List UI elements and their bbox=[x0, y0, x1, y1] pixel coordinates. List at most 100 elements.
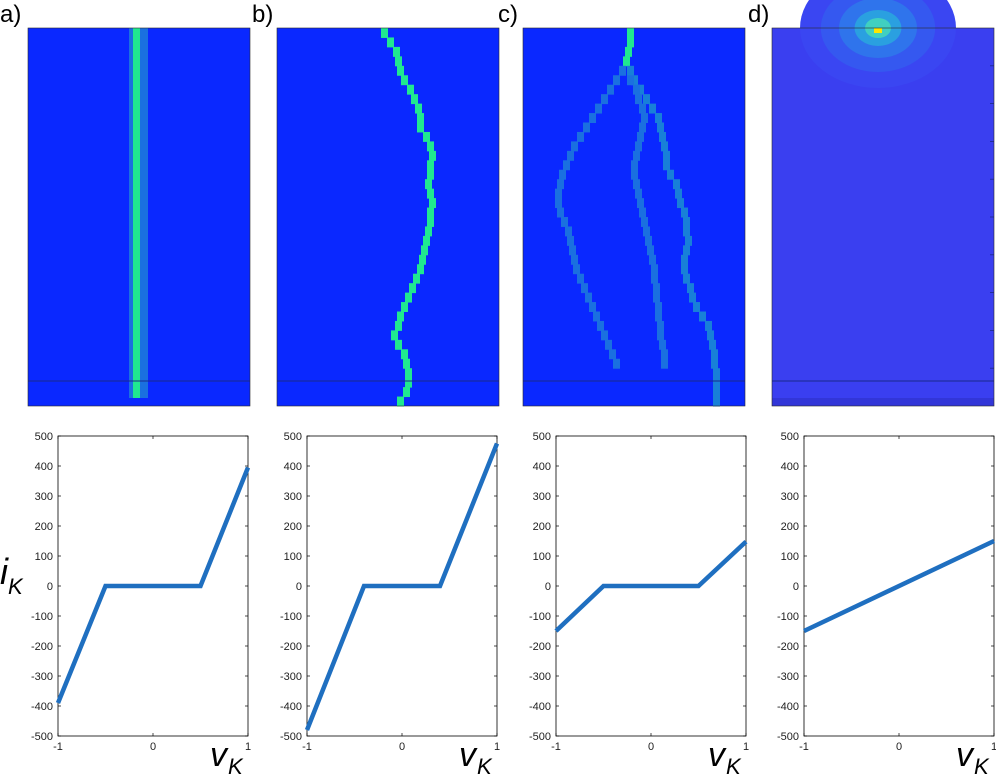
x-axis-label-main: v bbox=[956, 736, 975, 774]
heatmap-path-cell bbox=[663, 160, 670, 171]
heatmap-path-cell bbox=[405, 292, 412, 303]
y-tick-label: 0 bbox=[296, 581, 302, 593]
heatmap-path-cell bbox=[601, 330, 608, 341]
heatmap-panel-c bbox=[522, 27, 746, 407]
heatmap-path-cell bbox=[407, 84, 414, 95]
y-tick-label: -200 bbox=[529, 641, 551, 653]
y-tick-label: 300 bbox=[284, 491, 302, 503]
heatmap-path-cell bbox=[401, 349, 408, 360]
y-tick-label: -500 bbox=[777, 731, 799, 743]
heatmap-path-cell bbox=[557, 207, 564, 218]
series-line bbox=[304, 442, 500, 731]
x-tick-label: 1 bbox=[245, 741, 251, 753]
heatmap-path-cell bbox=[583, 122, 590, 133]
heatmap-path-cell bbox=[681, 207, 688, 218]
heatmap-path-cell bbox=[657, 320, 664, 331]
heatmap-path-cell bbox=[651, 273, 658, 284]
x-axis-label-main: v bbox=[210, 736, 229, 774]
heatmap-path-cell bbox=[653, 292, 660, 303]
heatmap-path-cell bbox=[683, 217, 690, 227]
heatmap-path-cell bbox=[675, 188, 682, 199]
y-tick-label: -200 bbox=[31, 641, 53, 653]
x-tick-label: 1 bbox=[991, 741, 996, 753]
series-line bbox=[55, 466, 251, 704]
heatmap-row bbox=[27, 0, 995, 407]
heatmap-path-cell bbox=[133, 28, 140, 398]
y-tick-label: 400 bbox=[35, 461, 53, 473]
y-tick-label: 200 bbox=[284, 521, 302, 533]
y-tick-label: -400 bbox=[31, 701, 53, 713]
heatmap-panel-b bbox=[276, 27, 500, 407]
heatmap-path-cell bbox=[633, 84, 640, 95]
heatmap-path-cell bbox=[627, 28, 634, 38]
heatmap-path-cell bbox=[381, 28, 388, 38]
heatmap-path-cell bbox=[395, 56, 402, 67]
heatmap-path-cell bbox=[667, 169, 674, 180]
x-axis-label-main: v bbox=[708, 736, 727, 774]
heatmap-path-cell bbox=[391, 330, 398, 341]
y-tick-label: -400 bbox=[280, 701, 302, 713]
heatmap-path-cell bbox=[573, 264, 580, 275]
heatmap-path-cell bbox=[659, 131, 666, 142]
heatmap-path-cell bbox=[571, 254, 578, 265]
heatmap-path-cell bbox=[555, 188, 562, 199]
heatmap-path-cell bbox=[681, 254, 688, 265]
y-tick-label: 500 bbox=[35, 431, 53, 443]
y-axis-label-sub: K bbox=[8, 574, 24, 599]
panel-label-d: d) bbox=[748, 1, 769, 28]
y-tick-label: 300 bbox=[35, 491, 53, 503]
heatmap-path-cell bbox=[387, 37, 394, 48]
heatmap-path-cell bbox=[393, 46, 400, 57]
heatmap-path-cell bbox=[609, 349, 616, 360]
heatmap-path-cell bbox=[403, 387, 410, 398]
y-axis-label-main: i bbox=[0, 551, 9, 592]
y-tick-label: -500 bbox=[31, 731, 53, 743]
y-tick-label: 500 bbox=[781, 431, 799, 443]
panel-label-b: b) bbox=[252, 1, 273, 28]
heatmap-path-cell bbox=[649, 103, 656, 114]
x-tick-label: -1 bbox=[53, 741, 63, 753]
y-tick-label: 400 bbox=[781, 461, 799, 473]
heatmap-path-cell bbox=[557, 179, 564, 190]
heatmap-path-cell bbox=[627, 37, 634, 48]
heatmap-path-cell bbox=[619, 65, 626, 76]
heatmap-path-cell bbox=[559, 169, 566, 180]
heatmap-path-cell bbox=[635, 141, 642, 152]
heatmap-path-cell bbox=[683, 226, 690, 237]
line-chart-d: 500 400 300 200 100 0 -100 -200 -300 -400 -500-1 0 1… bbox=[777, 431, 996, 778]
heatmap-path-cell bbox=[641, 113, 648, 123]
heatmap-path-cell bbox=[631, 75, 638, 86]
heatmap-path-cell bbox=[567, 150, 574, 161]
heatmap-path-cell bbox=[687, 283, 694, 294]
heatmap-path-cell bbox=[395, 339, 402, 350]
x-tick-label: 0 bbox=[150, 741, 156, 753]
heatmap-path-cell bbox=[699, 311, 706, 322]
heatmap-path-cell bbox=[417, 264, 424, 275]
y-tick-label: 300 bbox=[781, 491, 799, 503]
heatmap-path-cell bbox=[707, 330, 714, 341]
y-tick-label: 100 bbox=[533, 551, 551, 563]
heatmap-path-cell bbox=[613, 75, 620, 86]
heatmap-path-cell bbox=[627, 65, 634, 76]
y-tick-label: -400 bbox=[529, 701, 551, 713]
heatmap-path-cell bbox=[627, 75, 634, 86]
heatmap-background bbox=[772, 28, 994, 406]
heatmap-path-cell bbox=[657, 122, 664, 133]
series-line bbox=[554, 539, 748, 633]
heatmap-path-cell bbox=[683, 245, 690, 256]
y-tick-label: 400 bbox=[533, 461, 551, 473]
y-tick-label: -300 bbox=[31, 671, 53, 683]
heatmap-path-cell bbox=[681, 264, 688, 275]
heatmap-path-cell bbox=[639, 122, 646, 133]
heatmap-path-cell bbox=[639, 103, 646, 114]
heatmap-path-cell bbox=[397, 65, 404, 76]
heatmap-panel-d bbox=[771, 0, 995, 407]
x-axis-label-sub: K bbox=[477, 754, 493, 778]
heatmap-path-cell bbox=[581, 283, 588, 294]
heatmap-path-cell bbox=[427, 207, 434, 218]
heatmap-path-cell bbox=[601, 94, 608, 105]
heatmap-path-cell bbox=[711, 358, 718, 369]
heatmap-path-cell bbox=[659, 339, 666, 350]
y-tick-label: 200 bbox=[35, 521, 53, 533]
